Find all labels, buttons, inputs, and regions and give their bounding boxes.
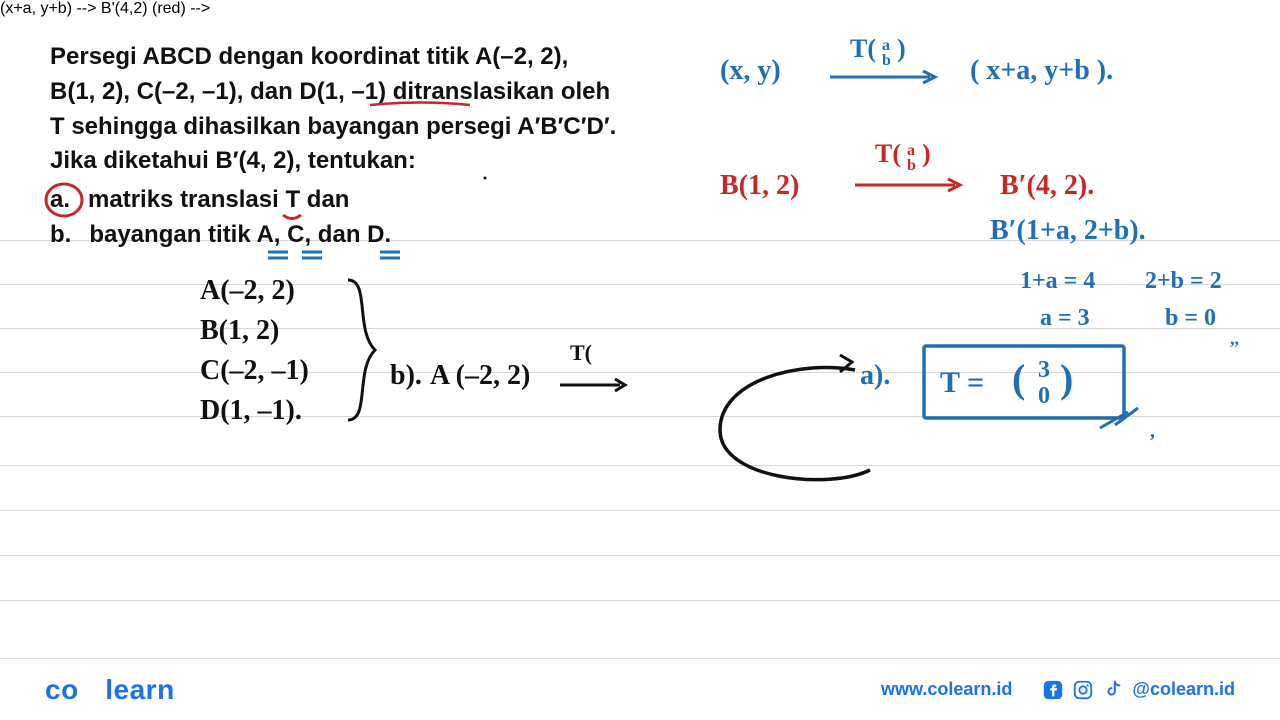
footer-handle: @colearn.id — [1132, 679, 1235, 700]
logo-left: co — [45, 674, 79, 705]
facebook-icon — [1042, 679, 1064, 701]
tiktok-icon — [1102, 679, 1124, 701]
brand-logo: co learn — [45, 674, 175, 706]
instagram-icon — [1072, 679, 1094, 701]
footer-social: @colearn.id — [1042, 679, 1235, 701]
footer-right: www.colearn.id @colearn.id — [881, 679, 1235, 701]
footer-website: www.colearn.id — [881, 679, 1012, 700]
connector-curve — [0, 0, 1280, 720]
footer: co learn www.colearn.id @colearn.id — [0, 658, 1280, 720]
logo-right: learn — [105, 674, 174, 705]
